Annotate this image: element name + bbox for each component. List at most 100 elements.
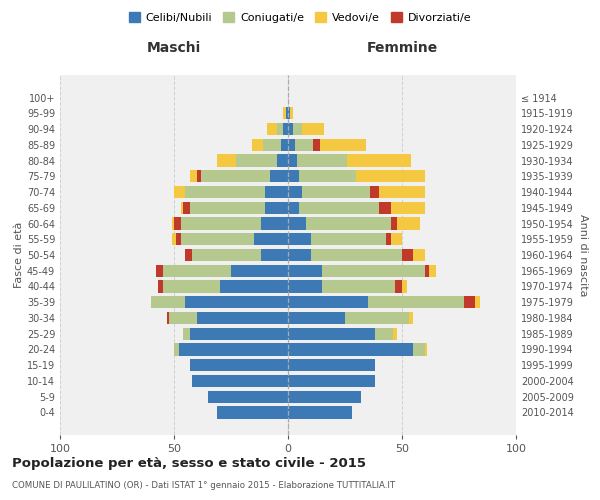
Bar — [172, 233, 176, 245]
Bar — [313, 138, 320, 151]
Bar — [163, 280, 220, 292]
Bar — [311, 233, 386, 245]
Bar — [288, 233, 311, 245]
Bar — [345, 312, 409, 324]
Bar — [174, 344, 179, 355]
Bar — [295, 138, 313, 151]
Bar — [265, 186, 288, 198]
Bar — [288, 249, 311, 261]
Bar — [386, 233, 391, 245]
Bar — [190, 170, 197, 182]
Bar — [202, 170, 270, 182]
Bar — [260, 249, 288, 261]
Bar — [288, 328, 374, 340]
Bar — [322, 280, 395, 292]
Bar — [174, 186, 185, 198]
Bar — [299, 202, 379, 214]
Bar — [425, 344, 427, 355]
Bar — [254, 233, 288, 245]
Bar — [281, 138, 288, 151]
Bar — [277, 123, 283, 135]
Bar — [379, 186, 425, 198]
Bar — [288, 359, 374, 372]
Bar — [391, 233, 402, 245]
Bar — [395, 280, 402, 292]
Bar — [413, 344, 425, 355]
Bar — [265, 202, 288, 214]
Bar — [288, 264, 322, 277]
Bar — [286, 107, 288, 120]
Bar — [217, 154, 236, 166]
Bar — [192, 249, 260, 261]
Bar — [260, 218, 288, 230]
Bar — [197, 170, 202, 182]
Bar — [288, 280, 322, 292]
Bar — [151, 296, 185, 308]
Bar — [288, 186, 302, 198]
Bar — [197, 312, 288, 324]
Bar — [302, 123, 325, 135]
Bar — [192, 375, 288, 387]
Bar — [263, 138, 281, 151]
Bar — [185, 249, 192, 261]
Bar — [290, 107, 293, 120]
Bar — [185, 186, 265, 198]
Bar — [402, 280, 407, 292]
Bar — [190, 328, 288, 340]
Bar — [288, 202, 299, 214]
Bar — [288, 312, 345, 324]
Bar — [347, 154, 411, 166]
Bar — [169, 312, 197, 324]
Bar — [356, 170, 425, 182]
Bar — [397, 218, 420, 230]
Bar — [288, 170, 299, 182]
Y-axis label: Anni di nascita: Anni di nascita — [578, 214, 587, 296]
Bar — [183, 202, 190, 214]
Bar — [368, 296, 464, 308]
Bar — [176, 233, 181, 245]
Bar — [288, 218, 306, 230]
Bar — [181, 202, 183, 214]
Text: COMUNE DI PAULILATINO (OR) - Dati ISTAT 1° gennaio 2015 - Elaborazione TUTTITALI: COMUNE DI PAULILATINO (OR) - Dati ISTAT … — [12, 481, 395, 490]
Bar — [299, 170, 356, 182]
Bar — [379, 202, 391, 214]
Bar — [430, 264, 436, 277]
Bar — [217, 406, 288, 418]
Bar — [283, 107, 286, 120]
Bar — [288, 123, 293, 135]
Bar — [288, 296, 368, 308]
Bar — [409, 312, 413, 324]
Bar — [288, 344, 413, 355]
Bar — [425, 264, 430, 277]
Y-axis label: Fasce di età: Fasce di età — [14, 222, 24, 288]
Bar — [288, 107, 290, 120]
Bar — [306, 218, 391, 230]
Bar — [163, 264, 231, 277]
Bar — [181, 218, 260, 230]
Bar — [183, 328, 190, 340]
Text: Femmine: Femmine — [367, 41, 437, 55]
Bar — [190, 359, 288, 372]
Bar — [402, 249, 413, 261]
Bar — [288, 406, 352, 418]
Bar — [251, 138, 263, 151]
Text: Maschi: Maschi — [147, 41, 201, 55]
Bar — [208, 390, 288, 403]
Bar — [297, 154, 347, 166]
Bar — [236, 154, 277, 166]
Bar — [179, 344, 288, 355]
Bar — [293, 123, 302, 135]
Bar — [302, 186, 370, 198]
Bar — [374, 328, 393, 340]
Bar — [413, 249, 425, 261]
Bar — [288, 390, 361, 403]
Bar — [322, 264, 425, 277]
Bar — [288, 138, 295, 151]
Bar — [268, 123, 277, 135]
Bar — [393, 328, 397, 340]
Bar — [190, 202, 265, 214]
Bar — [172, 218, 174, 230]
Bar — [320, 138, 365, 151]
Bar — [167, 312, 169, 324]
Bar — [231, 264, 288, 277]
